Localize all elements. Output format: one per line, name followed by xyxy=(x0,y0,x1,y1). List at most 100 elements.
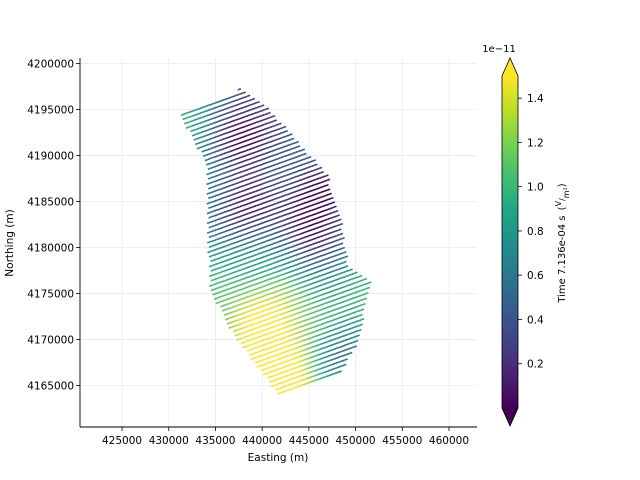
flight-line-segment xyxy=(227,238,231,242)
flight-line-segment xyxy=(320,303,325,306)
flight-line-segment xyxy=(210,107,214,111)
flight-line-segment xyxy=(326,281,330,285)
flight-line-segment xyxy=(304,382,309,385)
flight-line-segment xyxy=(225,195,229,199)
flight-line-segment xyxy=(209,220,214,224)
flight-line-segment xyxy=(214,213,219,217)
flight-line-segment xyxy=(319,367,324,370)
flight-line-segment xyxy=(300,285,304,289)
flight-line-segment xyxy=(310,331,314,334)
flight-line-segment xyxy=(196,146,201,150)
flight-line-segment xyxy=(315,177,320,181)
flight-line-segment xyxy=(208,245,213,248)
flight-line-segment xyxy=(274,168,278,171)
flight-line-segment xyxy=(287,373,292,377)
flight-line-segment xyxy=(211,131,216,135)
flight-line-segment xyxy=(242,242,247,246)
flight-line-segment xyxy=(250,274,255,277)
flight-line-segment xyxy=(222,216,226,219)
flight-line-segment xyxy=(304,259,309,263)
flight-line-segment xyxy=(205,114,210,117)
flight-line-segment xyxy=(302,255,307,259)
flight-line-segment xyxy=(218,300,223,304)
flight-line-segment xyxy=(308,366,313,369)
flight-line-segment xyxy=(288,187,292,191)
flight-line-segment xyxy=(272,183,277,186)
flight-line-segment xyxy=(271,350,276,353)
flight-line-segment xyxy=(214,233,219,236)
flight-line-segment xyxy=(251,200,255,204)
flight-line-segment xyxy=(335,239,339,242)
flight-line-segment xyxy=(252,146,256,150)
flight-line-segment xyxy=(266,268,270,272)
flight-line-segment xyxy=(338,228,342,231)
flight-line-segment xyxy=(257,115,262,118)
y-tick-label: 4165000 xyxy=(27,381,74,393)
flight-line-segment xyxy=(298,291,303,294)
flight-line-segment xyxy=(201,150,205,153)
flight-line-segment xyxy=(226,283,230,286)
flight-line-segment xyxy=(305,196,309,199)
flight-line-segment xyxy=(301,354,305,357)
flight-line-segment xyxy=(237,171,241,175)
flight-line-segment xyxy=(272,315,277,318)
flight-line-segment xyxy=(318,230,322,234)
flight-line-segment xyxy=(257,320,262,324)
flight-line-segment xyxy=(226,273,230,276)
flight-line-segment xyxy=(208,113,213,116)
flight-line-segment xyxy=(231,325,235,328)
flight-line-segment xyxy=(271,369,276,373)
flight-line-segment xyxy=(284,262,289,265)
y-tick-label: 4200000 xyxy=(27,59,74,71)
flight-line-segment xyxy=(270,374,275,378)
flight-line-segment xyxy=(257,169,261,172)
flight-line-segment xyxy=(341,359,345,362)
flight-line-segment xyxy=(269,335,274,339)
flight-line-segment xyxy=(241,287,246,290)
flight-line-segment xyxy=(288,300,292,303)
flight-line-segment xyxy=(235,147,239,151)
flight-line-segment xyxy=(304,220,308,224)
flight-line-segment xyxy=(327,237,331,240)
flight-line-segment xyxy=(262,118,267,121)
flight-line-segment xyxy=(220,182,224,186)
flight-line-segment xyxy=(280,327,285,330)
flight-line-segment xyxy=(241,116,245,119)
flight-line-segment xyxy=(351,292,355,295)
flight-line-segment xyxy=(325,355,330,358)
flight-line-segment xyxy=(330,329,334,332)
flight-line-segment xyxy=(356,314,360,318)
flight-line-segment xyxy=(244,276,249,280)
flight-line-segment xyxy=(357,319,362,322)
flight-line-segment xyxy=(265,313,269,316)
flight-line-segment xyxy=(246,168,250,171)
x-axis-label: Easting (m) xyxy=(248,452,309,464)
flight-line-segment xyxy=(357,309,362,313)
flight-line-segment xyxy=(269,155,273,158)
flight-line-segment xyxy=(311,232,316,236)
flight-line-segment xyxy=(336,326,340,330)
flight-line-segment xyxy=(320,293,324,297)
flight-line-segment xyxy=(194,123,199,126)
flight-line-segment xyxy=(286,183,291,186)
flight-line-segment xyxy=(253,160,258,164)
flight-line-segment xyxy=(229,208,234,211)
flight-line-segment xyxy=(332,269,336,273)
flight-line-segment xyxy=(310,208,314,212)
flight-line-segment xyxy=(269,306,274,310)
flight-line-segment xyxy=(276,382,281,386)
flight-line-segment xyxy=(355,295,360,298)
flight-line-segment xyxy=(241,125,245,129)
flight-line-segment xyxy=(286,334,291,338)
flight-line-segment xyxy=(252,268,256,272)
flight-line-segment xyxy=(306,200,311,203)
flight-line-segment xyxy=(310,341,314,344)
flight-line-segment xyxy=(271,208,276,211)
flight-line-segment xyxy=(349,317,354,320)
flight-line-segment xyxy=(239,111,243,115)
flight-line-segment xyxy=(206,211,211,215)
flight-line-segment xyxy=(308,204,313,208)
flight-line-segment xyxy=(206,192,211,195)
flight-line-segment xyxy=(292,274,296,277)
flight-line-segment xyxy=(286,202,291,206)
